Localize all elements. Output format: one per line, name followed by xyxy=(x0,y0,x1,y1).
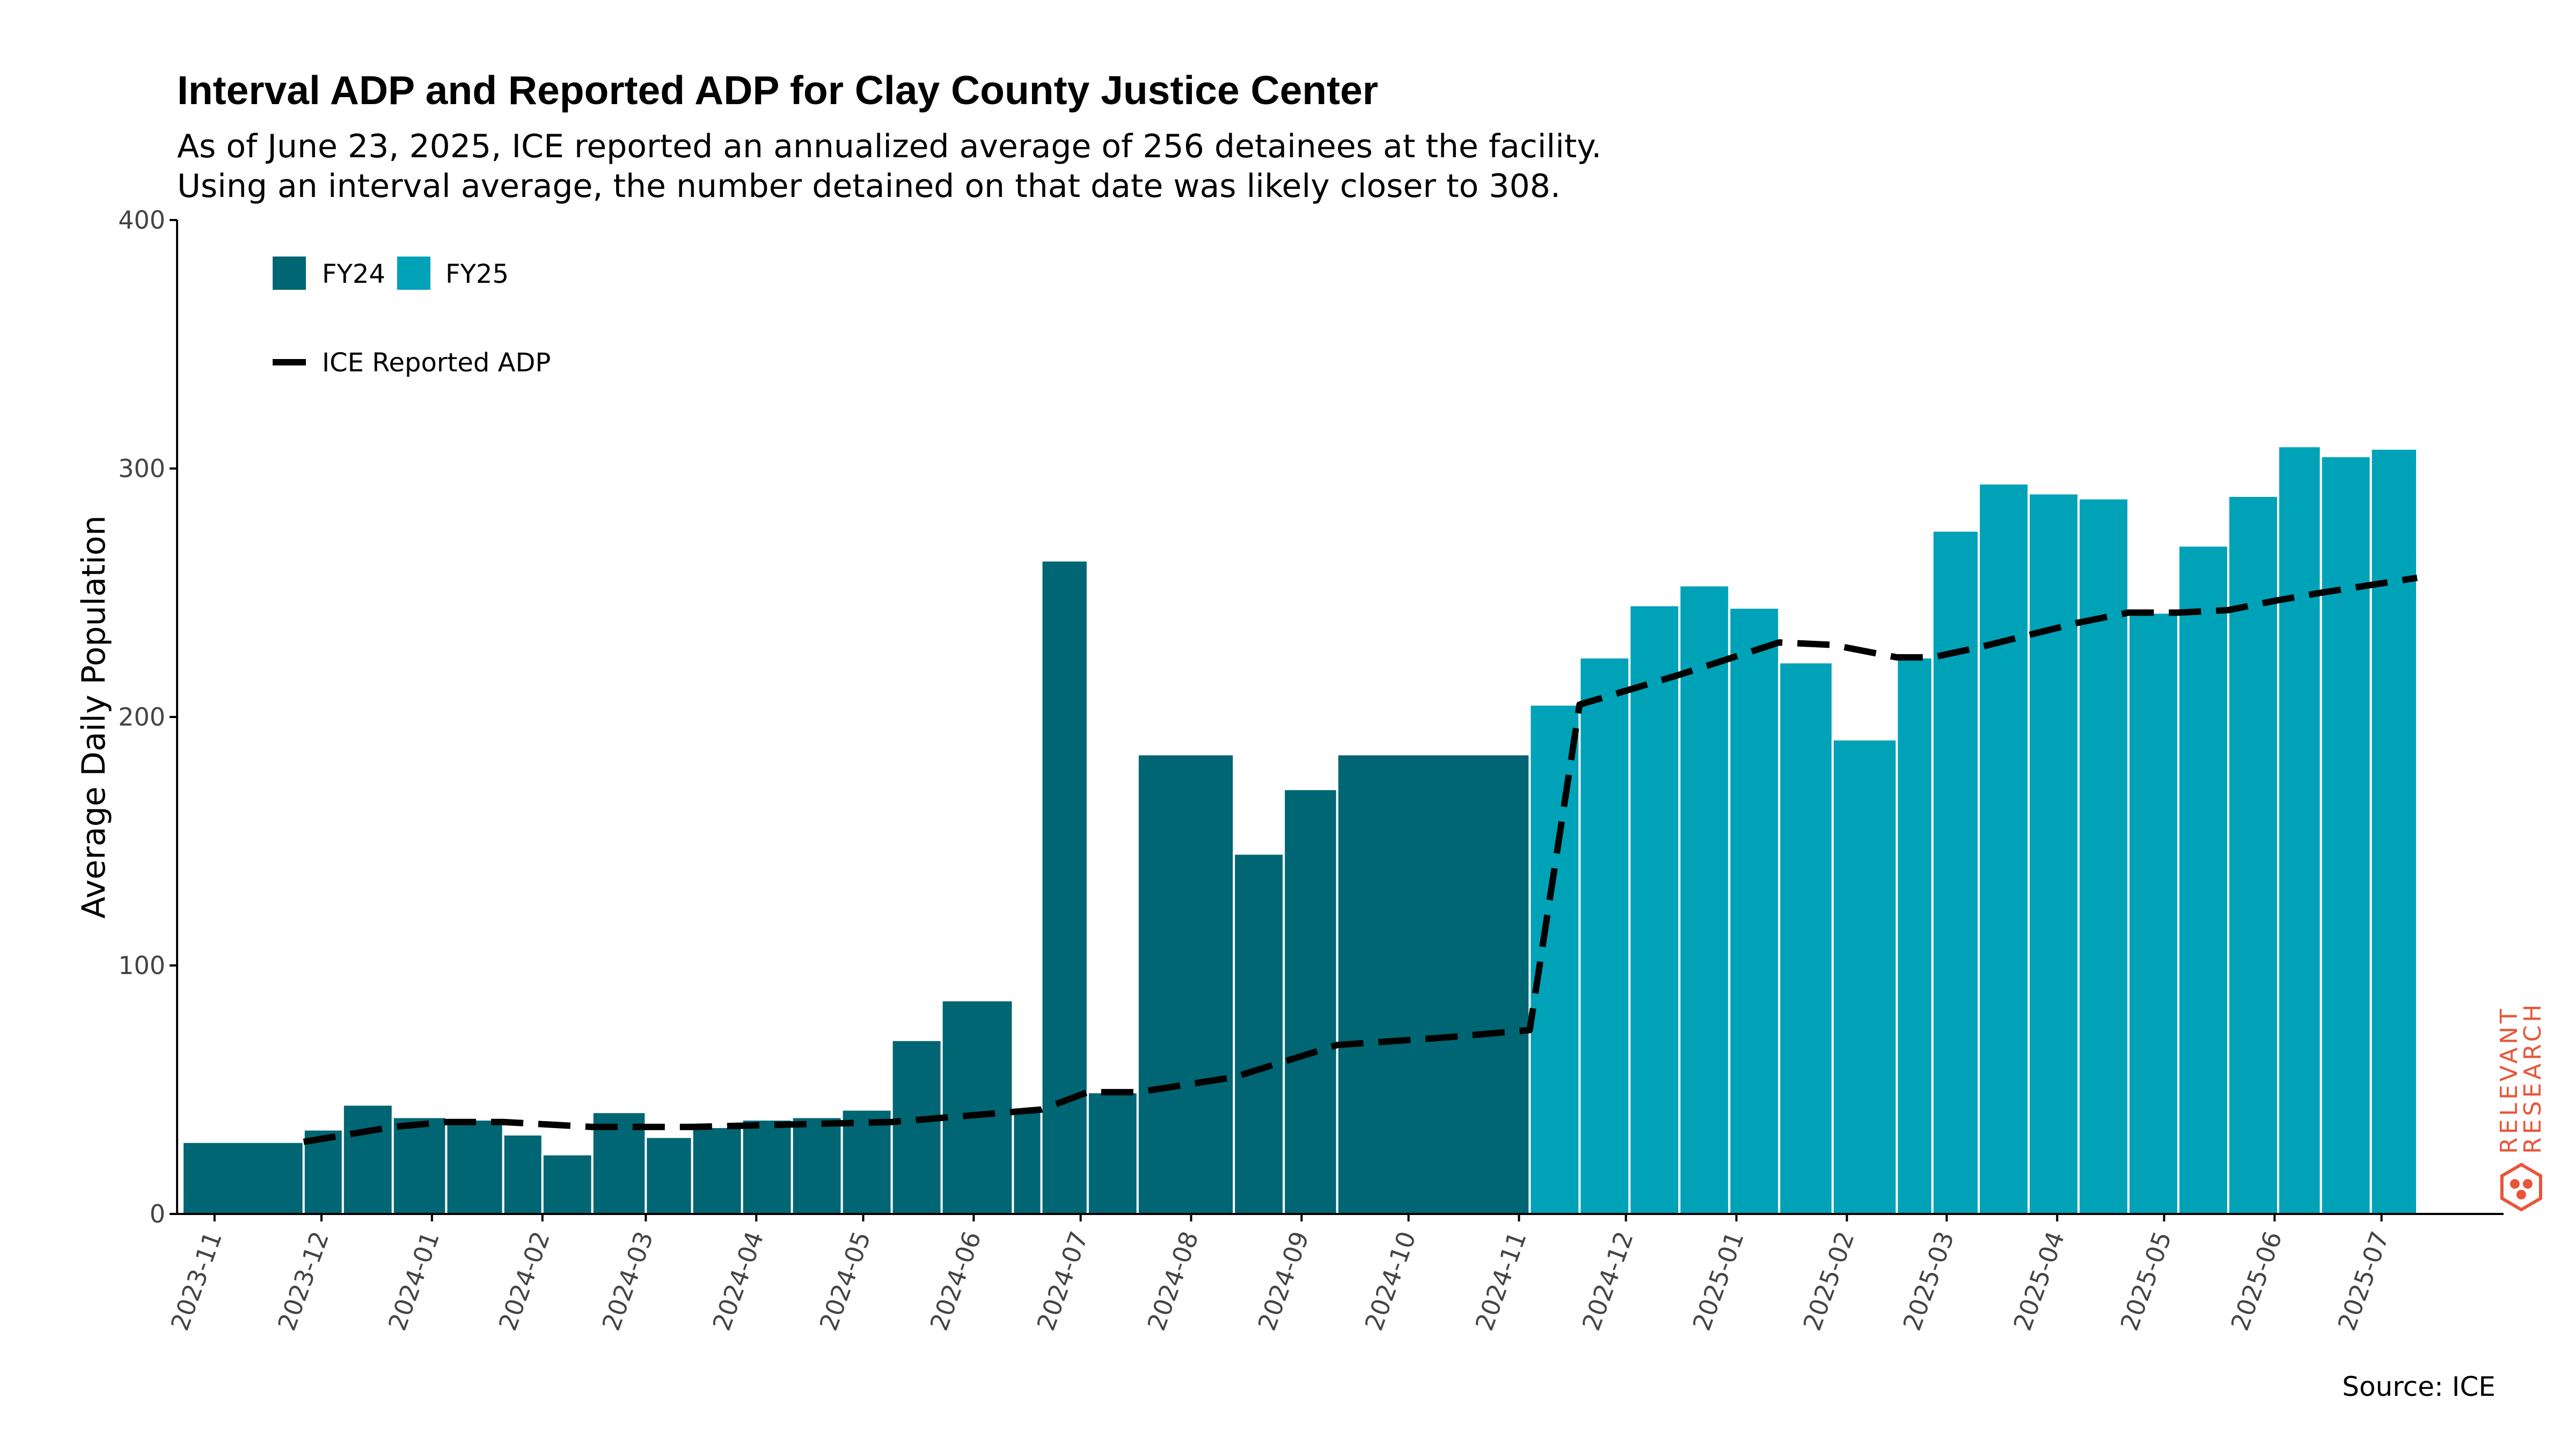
x-tick-label-2024-08: 2024-08 xyxy=(1141,1227,1204,1334)
x-tick-label-2024-11: 2024-11 xyxy=(1469,1227,1532,1334)
bar-2 xyxy=(341,1103,394,1216)
bar-19 xyxy=(1233,852,1285,1215)
bar-22 xyxy=(1528,703,1581,1215)
bar-26 xyxy=(1728,606,1781,1215)
legend-label-fy24: FY24 xyxy=(322,259,385,289)
bar-layer xyxy=(181,445,2418,1216)
bar-21 xyxy=(1336,753,1531,1215)
bar-35 xyxy=(2177,544,2230,1215)
bar-20 xyxy=(1283,788,1338,1215)
relevant-research-logo: RELEVANT RESEARCH xyxy=(2496,1001,2546,1212)
bar-15 xyxy=(1012,1108,1043,1216)
bar-34 xyxy=(2127,611,2180,1215)
x-tick-label-2024-05: 2024-05 xyxy=(814,1227,876,1334)
legend-label-line: ICE Reported ADP xyxy=(322,348,551,378)
x-tick-label-2023-12: 2023-12 xyxy=(272,1227,334,1334)
bar-3 xyxy=(391,1116,448,1215)
svg-text:RELEVANT: RELEVANT xyxy=(2496,1006,2523,1154)
svg-text:RESEARCH: RESEARCH xyxy=(2519,1001,2546,1154)
x-tick-label-2024-07: 2024-07 xyxy=(1031,1227,1093,1334)
x-tick-label-2025-06: 2025-06 xyxy=(2225,1227,2287,1334)
x-tick-label-2024-02: 2024-02 xyxy=(493,1227,555,1334)
x-tick-label-2025-03: 2025-03 xyxy=(1897,1227,1959,1334)
bar-9 xyxy=(691,1125,743,1215)
bar-14 xyxy=(940,999,1014,1215)
bar-13 xyxy=(890,1038,943,1216)
x-tick-label-2024-06: 2024-06 xyxy=(924,1227,986,1334)
x-tick-label-2024-09: 2024-09 xyxy=(1252,1227,1314,1334)
bar-11 xyxy=(791,1116,843,1215)
bar-29 xyxy=(1896,656,1934,1215)
chart-subtitle-line-2: Using an interval average, the number de… xyxy=(177,167,1561,205)
bar-30 xyxy=(1931,529,1980,1215)
bar-37 xyxy=(2277,445,2322,1216)
x-tick-label-2025-07: 2025-07 xyxy=(2332,1227,2394,1334)
legend: FY24 FY25 ICE Reported ADP xyxy=(273,257,551,378)
bar-16 xyxy=(1040,559,1089,1215)
y-tick-label-200: 200 xyxy=(118,702,165,731)
x-tick-label-2024-04: 2024-04 xyxy=(707,1227,769,1334)
y-tick-label-300: 300 xyxy=(118,454,165,483)
x-tick-label-2024-03: 2024-03 xyxy=(596,1227,658,1334)
bar-8 xyxy=(645,1136,693,1215)
bar-32 xyxy=(2028,492,2080,1215)
chart-subtitle-line-1: As of June 23, 2025, ICE reported an ann… xyxy=(177,128,1602,165)
source-note: Source: ICE xyxy=(2342,1371,2496,1402)
x-tick-label-2025-05: 2025-05 xyxy=(2114,1227,2177,1334)
line-layer xyxy=(303,574,2418,1145)
bar-5 xyxy=(502,1133,544,1216)
x-tick-label-2024-10: 2024-10 xyxy=(1359,1227,1421,1334)
bar-31 xyxy=(1978,482,2030,1215)
bar-18 xyxy=(1136,753,1235,1215)
x-tick-label-2025-04: 2025-04 xyxy=(2008,1227,2070,1334)
x-tick-label-2025-01: 2025-01 xyxy=(1687,1227,1749,1334)
legend-swatch-fy25 xyxy=(397,257,430,290)
chart-title: Interval ADP and Reported ADP for Clay C… xyxy=(177,68,1378,113)
x-tick-label-2025-02: 2025-02 xyxy=(1797,1227,1860,1334)
bar-4 xyxy=(445,1118,504,1216)
bar-23 xyxy=(1578,656,1631,1215)
bar-6 xyxy=(541,1153,594,1215)
x-tick-label-2024-01: 2024-01 xyxy=(383,1227,445,1334)
bar-38 xyxy=(2319,455,2372,1215)
y-tick-label-100: 100 xyxy=(118,951,165,980)
x-tick-label-2023-11: 2023-11 xyxy=(165,1227,228,1334)
legend-swatch-fy24 xyxy=(273,257,306,290)
y-tick-label-0: 0 xyxy=(150,1199,165,1228)
y-axis-label: Average Daily Population xyxy=(75,515,113,919)
bar-25 xyxy=(1678,584,1731,1215)
bar-28 xyxy=(1831,738,1898,1216)
x-tick-label-2024-12: 2024-12 xyxy=(1577,1227,1639,1334)
bar-10 xyxy=(741,1118,793,1216)
bar-39 xyxy=(2369,447,2418,1216)
bar-0 xyxy=(181,1140,305,1215)
bar-17 xyxy=(1086,1091,1139,1215)
bar-27 xyxy=(1778,661,1834,1215)
y-tick-label-400: 400 xyxy=(118,206,165,235)
bar-24 xyxy=(1628,604,1681,1215)
bar-33 xyxy=(2077,497,2130,1215)
legend-label-fy25: FY25 xyxy=(445,259,509,289)
ice-reported-adp-line xyxy=(303,574,2418,1145)
